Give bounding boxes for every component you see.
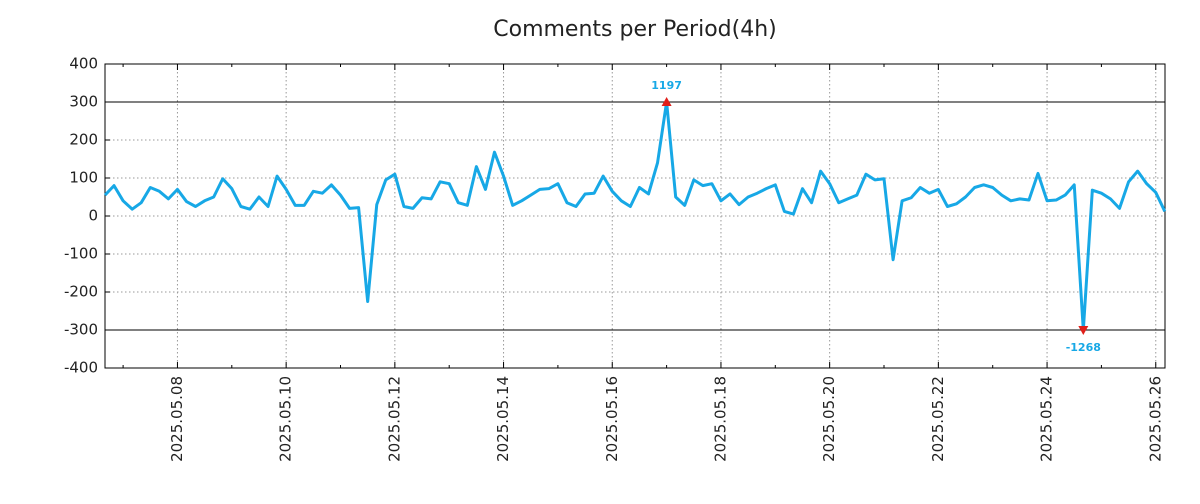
x-tick-label: 2025.05.22 [929, 376, 947, 462]
x-tick-label: 2025.05.10 [277, 376, 295, 462]
x-tick-label: 2025.05.12 [385, 376, 403, 462]
y-tick-label: 400 [69, 55, 98, 73]
outlier-label: -1268 [1066, 341, 1101, 354]
plot-frame [104, 63, 1166, 369]
clip-marker [661, 97, 672, 106]
chart-title: Comments per Period(4h) [493, 17, 777, 42]
x-tick-label: 2025.05.14 [494, 376, 512, 462]
x-tick-label: 2025.05.18 [711, 376, 729, 462]
x-tick-label: 2025.05.24 [1038, 376, 1056, 462]
x-tick-label: 2025.05.26 [1146, 376, 1164, 462]
clip-marker [1078, 326, 1089, 335]
y-tick-label: 0 [88, 207, 98, 225]
series-line [103, 100, 1167, 332]
y-tick-label: 100 [69, 169, 98, 187]
outlier-label: 1197 [651, 79, 682, 92]
y-tick-label: 300 [69, 93, 98, 111]
y-tick-label: -100 [64, 245, 98, 263]
y-tick-label: 200 [69, 131, 98, 149]
y-tick-label: -400 [64, 359, 98, 377]
x-tick-label: 2025.05.20 [820, 376, 838, 462]
x-tick-label: 2025.05.16 [603, 376, 621, 462]
x-tick-label: 2025.05.08 [168, 376, 186, 462]
y-tick-label: -300 [64, 321, 98, 339]
y-tick-label: -200 [64, 283, 98, 301]
